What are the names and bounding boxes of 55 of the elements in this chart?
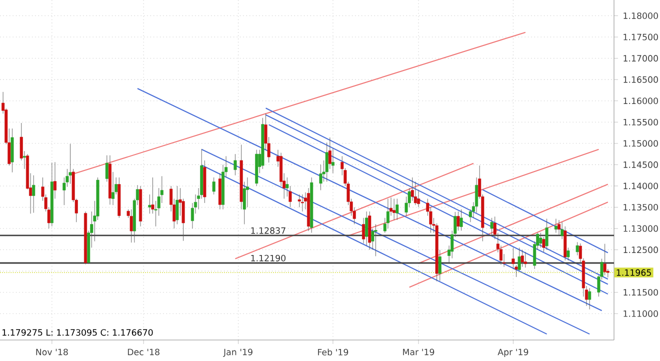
candlestick <box>32 175 36 214</box>
y-tick-label: 1.15000 <box>624 140 658 147</box>
y-tick-label: 1.11500 <box>624 289 658 296</box>
y-tick-label: 1.13500 <box>624 204 658 211</box>
candlestick <box>456 211 460 231</box>
annotation: 1.179275 L: 1.173095 C: 1.176670 <box>2 329 153 336</box>
ref-line-label: 1.12190 <box>251 254 286 262</box>
candlestick <box>414 181 417 206</box>
y-tick-label: 1.14000 <box>624 182 658 190</box>
candlestick <box>396 198 399 220</box>
x-tick-label: Apr '19 <box>498 348 528 357</box>
candlestick <box>130 209 133 243</box>
candlestick <box>566 247 570 261</box>
candlestick <box>524 252 527 268</box>
candlestick <box>148 194 152 214</box>
candlestick <box>319 164 322 190</box>
candlestick <box>490 218 494 236</box>
candlestick <box>176 186 179 224</box>
y-tick-label: 1.13000 <box>624 225 658 232</box>
y-tick-label: 1.17000 <box>624 55 658 62</box>
candlestick <box>22 150 26 170</box>
candlestick <box>386 198 390 229</box>
y-tick-label: 1.16500 <box>624 76 658 83</box>
ref-line-label: 1.11965 <box>616 269 651 276</box>
candlestick <box>300 194 304 212</box>
candlestick <box>539 232 542 248</box>
candlestick <box>520 250 524 268</box>
x-tick-label: Mar '19 <box>403 348 434 356</box>
y-tick-label: 1.12500 <box>624 246 658 254</box>
candlestick <box>554 218 558 234</box>
y-tick-label: 1.17500 <box>624 34 658 40</box>
candlestick <box>558 220 561 236</box>
candlestick <box>212 177 216 195</box>
y-tick-label: 1.14500 <box>624 161 658 168</box>
x-tick-label: Feb '19 <box>318 348 348 356</box>
candlestick <box>545 218 548 250</box>
candlestick <box>234 154 237 176</box>
x-tick-label: Dec '18 <box>128 348 160 356</box>
y-tick-label: 1.11000 <box>624 310 658 317</box>
x-tick-label: Jan '19 <box>223 348 252 357</box>
candlestick <box>588 288 592 310</box>
y-tick-label: 1.16000 <box>624 98 658 104</box>
candlestick <box>392 198 396 220</box>
candlestick <box>365 211 368 246</box>
candlestick <box>460 209 463 231</box>
y-tick-label: 1.15500 <box>624 118 658 126</box>
y-tick-label: 1.18000 <box>624 12 658 20</box>
candlestick <box>298 194 301 208</box>
candlestick <box>438 250 442 282</box>
candlestick <box>374 224 378 256</box>
candlestick <box>512 247 515 270</box>
x-tick-label: Nov '18 <box>36 348 68 356</box>
candlestick <box>68 144 72 184</box>
candlestick <box>603 244 606 276</box>
ref-line-label: 1.12837 <box>251 227 286 234</box>
